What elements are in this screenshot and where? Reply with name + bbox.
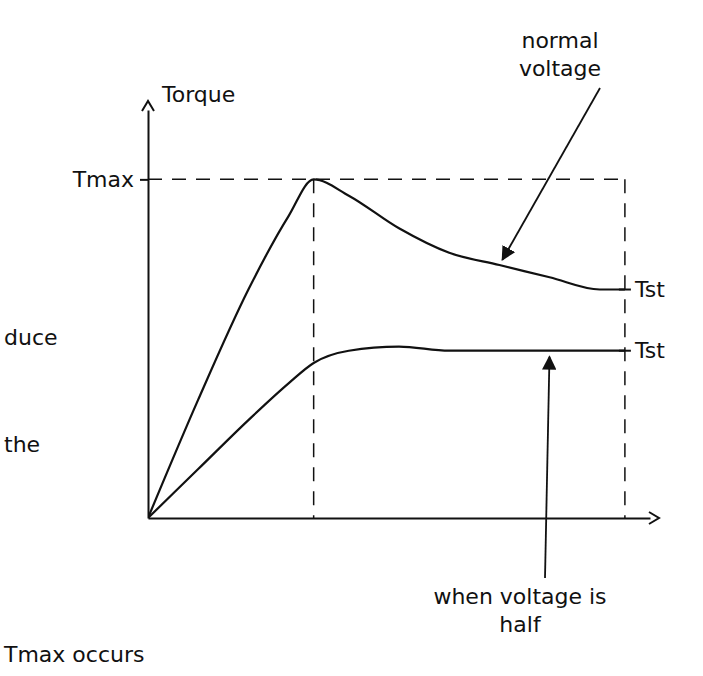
end-label: Tst <box>634 277 665 302</box>
plot-area <box>148 179 625 518</box>
end-label-tick <box>619 289 631 291</box>
end-label: Tst <box>634 338 665 363</box>
note: the <box>4 432 40 457</box>
x-axis-line <box>149 518 651 520</box>
y-axis-title: Torque <box>161 82 235 107</box>
tick-mark <box>140 179 148 181</box>
series-line <box>148 179 625 518</box>
series-label: normalvoltage <box>519 28 601 81</box>
x-axis-arrow <box>649 512 659 524</box>
reference-line <box>624 179 626 518</box>
y-axis-line <box>148 111 150 519</box>
note: duce <box>4 325 58 350</box>
note: Tmax occurs <box>3 642 144 667</box>
series-line <box>148 347 625 518</box>
callout-arrow <box>502 88 600 260</box>
callout-arrow <box>545 357 549 578</box>
tick: Tmax <box>72 167 148 192</box>
y-axis: Tmax <box>72 111 149 519</box>
end-label-tick <box>619 350 631 352</box>
reference-line <box>313 179 315 518</box>
tick-label: Tmax <box>72 167 134 192</box>
series-label: when voltage ishalf <box>433 584 606 637</box>
x-axis <box>149 518 651 519</box>
chart: Tmax Torque Tst Tst normalvoltage when voltag… <box>0 0 703 676</box>
y-axis-arrow <box>142 101 154 111</box>
reference-line <box>148 179 625 181</box>
